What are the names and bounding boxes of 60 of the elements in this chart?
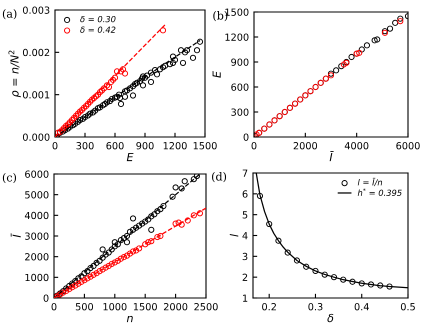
y-tick-label: 4000	[24, 212, 48, 220]
y-tick-label: 7	[242, 170, 248, 177]
y-tick-label: 0.001	[22, 91, 50, 98]
x-tick-label: 300	[76, 142, 94, 150]
x-tick-label: 0.2	[262, 303, 276, 310]
y-tick-label: 3	[242, 252, 248, 260]
y-tick-label: 5	[242, 211, 248, 218]
y-tick-label: 5000	[25, 191, 48, 198]
y-tick-label: 1000	[25, 274, 48, 282]
legend-label: h$^{*}$ = 0.395	[358, 188, 402, 196]
x-tick-label: 0	[52, 303, 56, 310]
y-axis-title: E	[212, 71, 221, 78]
chart-title: (c)	[2, 172, 16, 184]
y-tick-label: 300	[231, 108, 248, 116]
x-tick-label: 1200	[164, 142, 187, 150]
x-tick-label: 0	[252, 142, 256, 150]
x-tick-label: 6000	[396, 142, 420, 150]
legend-label: δ = 0.42	[80, 26, 116, 33]
y-tick-label: 1200	[225, 33, 248, 41]
legend-label: δ = 0.30	[80, 16, 116, 22]
y-tick-label: 0.002	[22, 48, 50, 56]
y-tick-label: 2	[242, 274, 248, 281]
x-axis-title: n	[126, 316, 133, 322]
y-axis-title: l	[230, 234, 238, 237]
y-axis-title: ρ = n/N$^{2}$	[8, 50, 21, 98]
y-tick-label: 6000	[25, 170, 48, 178]
y-tick-label: 3000	[25, 232, 48, 240]
x-tick-label: 600	[106, 142, 124, 150]
y-tick-label: 1	[243, 294, 248, 302]
x-axis-title: δ	[327, 314, 334, 322]
x-tick-label: 0.3	[308, 303, 322, 310]
chart-title: (a)	[2, 9, 16, 20]
x-tick-label: 900	[136, 142, 154, 150]
y-tick-label: 6	[242, 190, 248, 198]
x-tick-label: 1000	[103, 303, 127, 310]
y-tick-label: 0	[44, 294, 48, 302]
x-tick-label: 1500	[134, 303, 157, 310]
y-tick-label: 2000	[25, 253, 48, 260]
y-axis-title: Ī	[10, 233, 21, 238]
x-tick-label: 2000	[164, 303, 188, 310]
x-tick-label: 0.4	[354, 303, 369, 310]
chart-title: (d)	[212, 172, 226, 182]
y-tick-label: 0.000	[22, 133, 50, 141]
x-tick-label: 0.5	[400, 303, 415, 310]
x-tick-label: 4000	[344, 142, 368, 150]
x-tick-label: 2000	[294, 142, 318, 150]
y-tick-label: 900	[231, 58, 248, 66]
y-tick-label: 600	[231, 83, 248, 91]
y-tick-label: 0	[244, 133, 248, 141]
x-axis-title: Ī	[330, 151, 334, 162]
x-tick-label: 2500	[194, 303, 218, 310]
x-tick-label: 0	[52, 142, 58, 150]
y-tick-label: 0.003	[22, 6, 50, 14]
x-tick-label: 500	[76, 303, 94, 310]
legend-label: l = Ī/n	[358, 178, 382, 186]
y-tick-label: 4	[242, 232, 248, 240]
x-axis-title: E	[126, 153, 134, 162]
y-tick-label: 1500	[225, 8, 248, 16]
chart-title: (b)	[213, 11, 228, 22]
x-tick-label: 1500	[194, 142, 217, 150]
